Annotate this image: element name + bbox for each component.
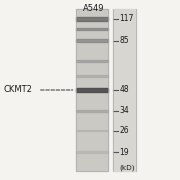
Bar — [76, 60, 108, 62]
Text: 117: 117 — [120, 14, 134, 23]
Bar — [76, 88, 108, 92]
Text: (kD): (kD) — [120, 165, 135, 171]
Text: CKMT2: CKMT2 — [4, 86, 32, 94]
Bar — [76, 151, 108, 153]
Bar — [76, 39, 108, 42]
Bar — [76, 130, 108, 131]
Bar — [76, 28, 108, 30]
Text: 34: 34 — [120, 106, 129, 115]
Text: 19: 19 — [120, 148, 129, 157]
Bar — [76, 9, 108, 171]
Text: 48: 48 — [120, 86, 129, 94]
Text: 85: 85 — [120, 36, 129, 45]
Bar — [76, 17, 108, 21]
Bar — [76, 75, 108, 76]
Text: A549: A549 — [83, 4, 104, 13]
Text: 26: 26 — [120, 126, 129, 135]
Bar — [76, 110, 108, 112]
Bar — [112, 9, 136, 171]
